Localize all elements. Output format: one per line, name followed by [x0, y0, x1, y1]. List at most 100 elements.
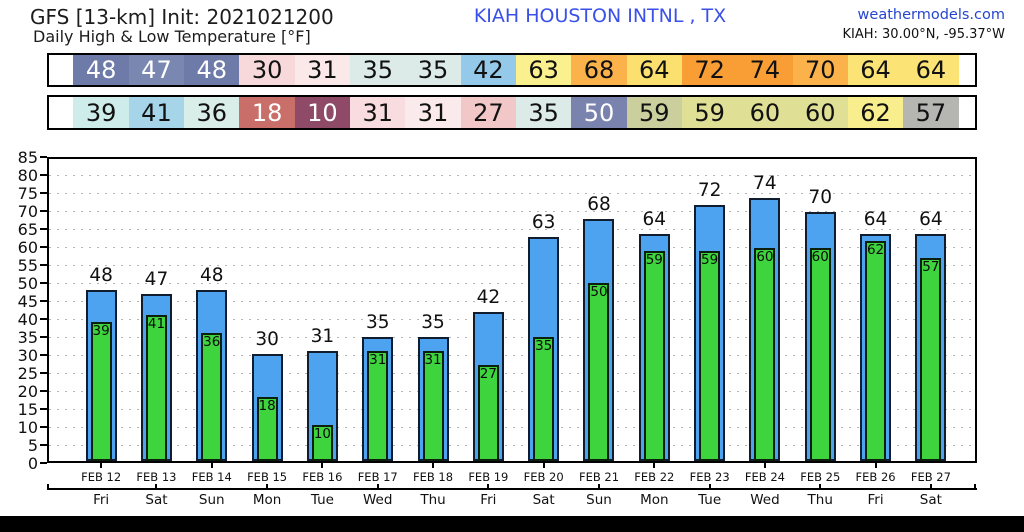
y-tick — [40, 246, 47, 248]
high-temp-cell: 64 — [847, 55, 904, 85]
x2-tick — [929, 483, 932, 489]
site-name: weathermodels.com — [857, 7, 1005, 23]
low-temp-cell: 50 — [571, 97, 627, 128]
bar-low — [754, 247, 776, 461]
weekday-label: Fri — [867, 492, 884, 508]
bar-high-label: 35 — [365, 311, 390, 333]
model-init-title: GFS [13-km] Init: 2021021200 — [30, 5, 334, 29]
y-tick — [40, 318, 47, 320]
bar-low-label: 31 — [369, 351, 387, 368]
x-tick — [763, 463, 766, 468]
high-temp-cell: 48 — [73, 55, 129, 85]
grid-line — [49, 337, 975, 338]
x2-tick — [376, 483, 379, 489]
low-temp-cell: 57 — [903, 97, 959, 128]
high-temp-cell: 48 — [184, 55, 240, 85]
y-tick — [40, 426, 47, 428]
y-tick — [40, 462, 47, 464]
high-temp-cell: 72 — [681, 55, 738, 85]
bar-high-label: 64 — [863, 208, 888, 230]
date-label: FEB 23 — [689, 470, 730, 484]
x-tick — [432, 463, 435, 468]
y-tick-label: 45 — [17, 291, 38, 311]
grid-line — [49, 301, 975, 302]
weekday-axis-line — [47, 488, 977, 490]
low-temp-cell: 62 — [847, 97, 904, 128]
bar-high-label: 31 — [310, 325, 335, 347]
bar-low-label: 36 — [203, 334, 221, 351]
x-tick — [100, 463, 103, 468]
high-temp-cell: 70 — [792, 55, 848, 85]
bar-low-label: 18 — [258, 398, 276, 415]
date-label: FEB 16 — [302, 470, 343, 484]
bar-low — [256, 397, 278, 461]
bar-high-label: 72 — [697, 180, 722, 202]
high-temp-cell: 64 — [903, 55, 959, 85]
bar-high-label: 63 — [531, 212, 556, 234]
grid-line — [49, 175, 975, 176]
y-tick — [40, 282, 47, 284]
y-tick-label: 35 — [17, 327, 38, 347]
y-tick — [40, 228, 47, 230]
x2-tick — [266, 483, 269, 489]
grid-line — [49, 319, 975, 320]
date-label: FEB 12 — [81, 470, 122, 484]
bar-low — [533, 336, 555, 461]
bar-low-label: 39 — [92, 323, 110, 340]
chart-subtitle: Daily High & Low Temperature [°F] — [33, 27, 311, 46]
y-tick-label: 55 — [17, 255, 38, 275]
bar-low — [699, 251, 721, 461]
y-tick-label: 30 — [17, 345, 38, 365]
bar-high-label: 68 — [587, 194, 611, 216]
low-temp-cell: 18 — [239, 97, 295, 128]
bar-low-label: 60 — [756, 248, 774, 265]
grid-line — [49, 283, 975, 284]
high-temp-cell: 63 — [516, 55, 572, 85]
high-temp-cell: 74 — [737, 55, 793, 85]
plot-frame — [47, 157, 977, 463]
y-tick-label: 20 — [17, 381, 38, 401]
y-tick — [40, 336, 47, 338]
high-temp-cell: 47 — [128, 55, 185, 85]
y-tick — [40, 390, 47, 392]
date-label: FEB 19 — [468, 470, 509, 484]
y-tick-label: 25 — [17, 363, 38, 383]
bar-low-label: 41 — [147, 316, 166, 333]
low-temp-cell: 31 — [405, 97, 461, 128]
bar-low-label: 62 — [866, 241, 885, 258]
bar-high-label: 64 — [919, 208, 943, 230]
bar-low — [477, 365, 499, 461]
high-temp-strip: 48 47 48 30 31 35 35 42 63 68 64 72 74 70 64 64 — [47, 53, 977, 87]
weekday-label: Tue — [310, 492, 334, 508]
low-temp-strip: 39 41 36 18 10 31 31 27 35 50 59 59 60 60 62 57 — [47, 95, 977, 130]
grid-line — [49, 193, 975, 194]
x-tick — [210, 463, 213, 468]
low-temp-cell: 35 — [516, 97, 572, 128]
bar-high-label: 64 — [642, 208, 667, 230]
grid-line — [49, 355, 975, 356]
low-temp-cell: 31 — [350, 97, 406, 128]
bar-high-label: 48 — [199, 265, 224, 287]
high-temp-cell: 42 — [460, 55, 516, 85]
y-tick — [40, 408, 47, 410]
station-coords: KIAH: 30.00°N, -95.37°W — [842, 27, 1005, 42]
y-tick — [40, 300, 47, 302]
x2-tick — [708, 483, 711, 489]
bar-high-label: 42 — [476, 286, 501, 308]
high-temp-cell: 68 — [571, 55, 627, 85]
x2-tick — [487, 483, 490, 489]
x-tick — [874, 463, 877, 468]
y-tick-label: 15 — [17, 399, 38, 419]
bar-low-label: 60 — [811, 248, 829, 265]
bar-low — [422, 350, 444, 461]
low-temp-cell: 41 — [128, 97, 185, 128]
bar-low — [588, 283, 610, 461]
high-temp-cell: 35 — [405, 55, 461, 85]
weekday-label: Sat — [532, 492, 555, 508]
y-tick — [40, 372, 47, 374]
x2-tick — [47, 483, 49, 489]
bar-low-label: 35 — [535, 337, 553, 354]
bar-low — [367, 350, 389, 461]
bar-low-label: 31 — [424, 351, 442, 368]
weekday-label: Thu — [807, 492, 833, 508]
